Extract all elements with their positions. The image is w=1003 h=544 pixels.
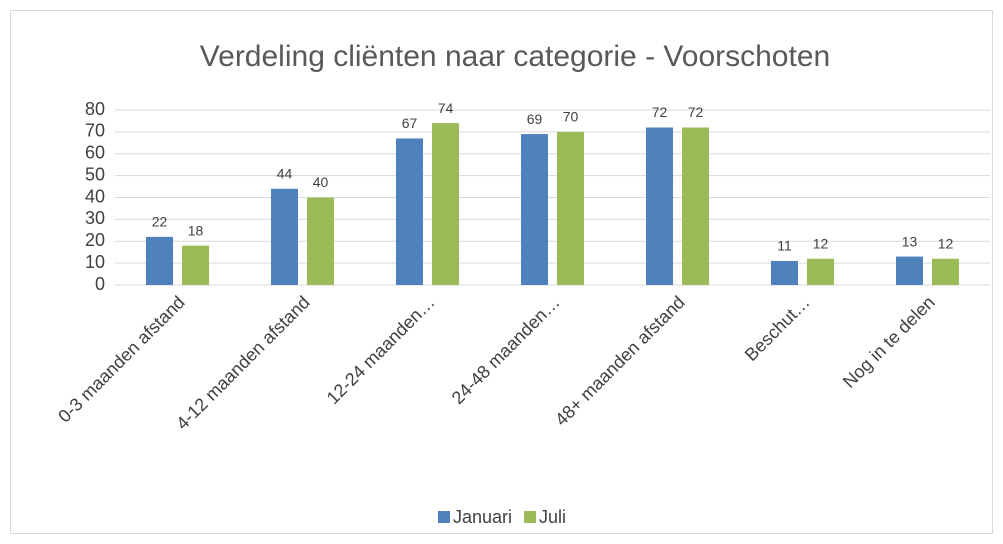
legend-label: Juli (539, 507, 566, 527)
bar (646, 127, 673, 285)
y-tick-label: 10 (85, 252, 105, 272)
bar (807, 258, 834, 285)
bar (271, 188, 298, 285)
chart-title: Verdeling cliënten naar categorie - Voor… (200, 40, 830, 73)
bar (307, 197, 334, 285)
y-tick-label: 40 (85, 186, 105, 206)
bar (771, 260, 798, 285)
data-label: 69 (527, 111, 543, 127)
data-label: 67 (402, 115, 418, 131)
data-label: 22 (152, 214, 168, 230)
data-label: 11 (777, 238, 792, 254)
data-label: 18 (188, 222, 204, 238)
bar (896, 256, 923, 285)
data-label: 72 (688, 104, 704, 120)
y-tick-label: 20 (85, 230, 105, 250)
bar (396, 138, 423, 285)
y-tick-label: 80 (85, 99, 105, 119)
y-tick-label: 70 (85, 121, 105, 141)
data-label: 70 (563, 109, 579, 125)
y-tick-label: 50 (85, 164, 105, 184)
bar (182, 245, 209, 285)
bar (557, 131, 584, 285)
legend-swatch (524, 511, 537, 523)
data-label: 12 (813, 235, 829, 251)
data-label: 13 (902, 233, 918, 249)
data-label: 72 (652, 104, 668, 120)
y-tick-label: 30 (85, 208, 105, 228)
bar (432, 123, 459, 285)
y-tick-label: 0 (95, 274, 105, 294)
data-label: 12 (938, 235, 954, 251)
bar (682, 127, 709, 285)
bar (932, 258, 959, 285)
data-label: 44 (277, 165, 293, 181)
y-tick-label: 60 (85, 143, 105, 163)
legend-label: Januari (453, 507, 512, 527)
bar (146, 236, 173, 285)
data-label: 74 (438, 100, 454, 116)
data-label: 40 (313, 174, 329, 190)
bar (521, 134, 548, 285)
legend-swatch (438, 511, 450, 523)
